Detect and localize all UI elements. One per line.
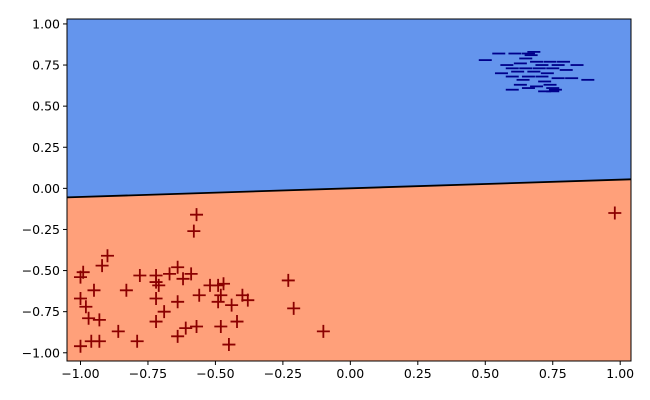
plus-marker	[222, 338, 236, 352]
y-tick-label: −1.00	[22, 345, 60, 360]
plus-marker	[192, 288, 206, 302]
y-tick-label: 0.00	[32, 181, 60, 196]
plus-marker	[225, 298, 239, 312]
plus-marker	[92, 334, 106, 348]
x-tick-label: −0.75	[129, 366, 167, 381]
y-tick-label: −0.75	[22, 304, 60, 319]
plus-marker	[608, 206, 622, 220]
x-tick-label: 0.25	[404, 366, 432, 381]
plus-marker	[82, 311, 96, 325]
plus-marker	[79, 300, 93, 314]
y-tick-label: −0.25	[22, 222, 60, 237]
plus-marker	[87, 283, 101, 297]
plot-frame	[66, 18, 632, 362]
plus-marker	[111, 324, 125, 338]
x-tick-label: −1.00	[61, 366, 99, 381]
y-tick-label: 0.50	[32, 99, 60, 114]
x-tick-label: 1.00	[606, 366, 634, 381]
plus-marker	[95, 259, 109, 273]
plus-marker	[241, 293, 255, 307]
plus-marker	[171, 260, 185, 274]
x-tick-label: −0.25	[264, 366, 302, 381]
y-axis: 1.00 0.75 0.50 0.25 0.00 −0.25 −0.50 −0.75 −1.00	[22, 16, 67, 360]
region-below-boundary	[67, 179, 631, 361]
plot-area	[67, 19, 631, 361]
plus-marker	[133, 269, 147, 282]
plus-marker	[281, 273, 295, 287]
plus-marker	[92, 313, 106, 327]
plus-marker	[119, 283, 133, 297]
plus-marker	[163, 267, 177, 281]
plus-marker	[217, 277, 231, 291]
plus-marker	[73, 339, 87, 353]
plus-marker	[73, 270, 87, 284]
y-tick-label: −0.50	[22, 263, 60, 278]
plus-marker	[152, 278, 166, 292]
plus-marker	[184, 267, 198, 281]
plus-marker	[171, 329, 185, 343]
plus-marker	[73, 292, 87, 306]
plus-marker	[171, 295, 185, 309]
plus-marker	[100, 249, 114, 263]
y-tick-label: 1.00	[32, 16, 60, 31]
x-axis: −1.00 −0.75 −0.50 −0.25 0.00 0.25 0.50 0.75 1.00	[61, 361, 634, 381]
plus-marker	[316, 324, 330, 338]
plus-marker	[214, 288, 228, 302]
decision-boundary-line	[67, 178, 631, 199]
plus-marker	[149, 292, 163, 306]
data-markers	[73, 50, 622, 353]
plus-marker	[130, 334, 144, 348]
y-tick-label: 0.75	[32, 58, 60, 73]
plus-marker	[190, 208, 204, 222]
region-above-boundary	[67, 19, 631, 198]
plus-marker	[214, 319, 228, 333]
x-tick-label: 0.75	[539, 366, 567, 381]
x-tick-label: 0.00	[336, 366, 364, 381]
plus-marker	[287, 301, 301, 315]
x-tick-label: −0.50	[196, 366, 234, 381]
plus-marker	[211, 278, 225, 292]
plus-marker	[190, 319, 204, 333]
plus-marker	[149, 315, 163, 329]
plus-marker	[176, 272, 190, 286]
plus-marker	[179, 321, 193, 335]
plus-marker	[211, 295, 225, 309]
plus-marker	[157, 305, 171, 319]
x-tick-label: 0.50	[471, 366, 499, 381]
plus-marker	[187, 224, 201, 238]
plus-marker	[230, 315, 244, 329]
y-tick-label: 0.25	[32, 140, 60, 155]
plus-marker	[149, 275, 163, 289]
